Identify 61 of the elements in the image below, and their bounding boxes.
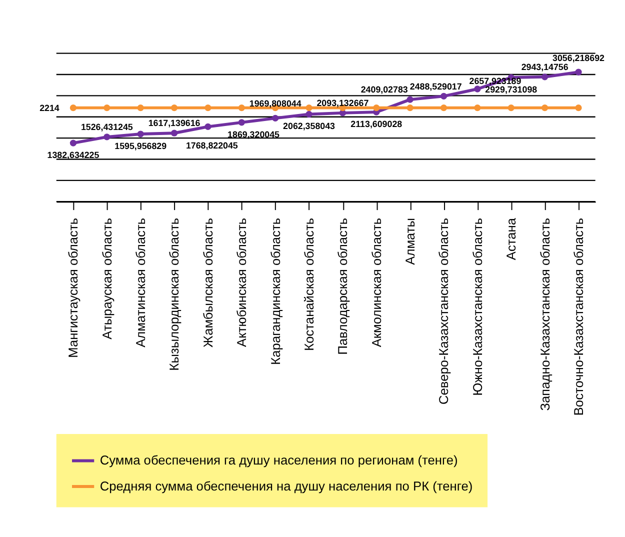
point (440, 104, 448, 112)
x-tick-label: Восточно-Казахстанская область (570, 218, 586, 416)
x-tick-label: Западно-Казахстанская область (537, 218, 552, 411)
point (541, 74, 548, 80)
point (204, 123, 212, 130)
x-tick-label: Кызылординская область (166, 218, 182, 371)
legend-label: Сумма обеспечения га душу населения по регионам (тенге) (100, 452, 458, 468)
point (508, 104, 514, 112)
x-tick-label: Костанайская область (301, 218, 316, 351)
point (170, 104, 178, 112)
point (70, 140, 77, 146)
point (238, 104, 245, 112)
point (306, 110, 312, 118)
data-label: 3056,218692 (552, 53, 604, 64)
point (272, 114, 279, 122)
data-label: 2093,132667 (316, 98, 369, 108)
x-tick-label: Алматинская область (133, 218, 148, 348)
x-tick-label: Мангистауская область (66, 218, 81, 358)
data-label: 1768,822045 (186, 140, 238, 150)
legend-label: Средняя сумма обеспечения на душу населения по РК (тенге) (100, 478, 473, 494)
point (440, 92, 448, 100)
point (474, 104, 481, 112)
point (306, 104, 312, 112)
point (575, 104, 582, 112)
x-tick-label: Акмолинская область (368, 218, 384, 348)
data-label: 1595,956829 (114, 140, 167, 151)
data-label: 2929,731098 (485, 84, 538, 94)
point (238, 119, 245, 126)
x-tick-label: Атырауская область (99, 218, 114, 340)
point (373, 104, 380, 112)
x-tick-label: Южно-Казахстанская область (470, 218, 485, 396)
point (406, 96, 414, 103)
x-tick-label: Карагандинская область (268, 218, 283, 365)
data-label: 1382,634225 (47, 150, 100, 160)
data-label: 2214 (40, 102, 60, 113)
x-tick-label: Астана (504, 217, 519, 260)
x-tick-label: Павлодарская область (335, 218, 350, 355)
point (104, 134, 110, 140)
point (137, 130, 144, 138)
x-tick-label: Актюбинская область (234, 218, 250, 347)
point (170, 130, 178, 136)
point (406, 104, 414, 112)
data-label: 2943,14756 (521, 62, 568, 72)
x-tick-label: Алматы (402, 218, 418, 265)
point (137, 104, 144, 112)
x-tick-label: Северо-Казахстанская область (436, 218, 452, 405)
data-label: 2488,529017 (410, 81, 462, 92)
point (204, 104, 212, 112)
point (70, 104, 77, 112)
data-label: 1617,139616 (148, 118, 200, 128)
data-label: 2113,609028 (350, 118, 402, 129)
point (541, 104, 548, 112)
point (575, 68, 582, 76)
data-label: 2062,358043 (283, 121, 336, 132)
data-label: 1869,320045 (228, 129, 280, 140)
data-label: 1969,808044 (249, 98, 302, 108)
data-label: 1526,431245 (80, 122, 133, 132)
point (474, 86, 481, 92)
x-tick-label: Жамбылская область (200, 218, 216, 348)
data-label: 2409,02783 (360, 84, 408, 95)
point (104, 104, 110, 112)
